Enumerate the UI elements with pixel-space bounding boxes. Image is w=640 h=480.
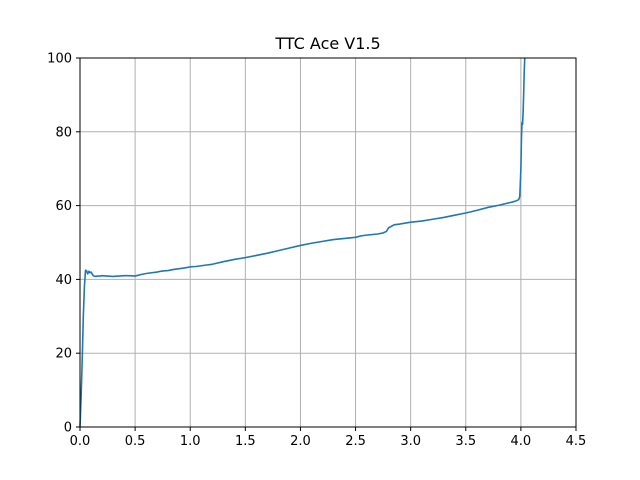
x-tick-label: 0.0 [70, 434, 91, 449]
series-layer [79, 57, 526, 428]
series-line [79, 57, 526, 428]
x-tick-label: 2.0 [290, 434, 311, 449]
x-tick-label: 4.0 [511, 434, 532, 449]
y-tick-label: 40 [55, 273, 72, 288]
y-tick-label: 0 [64, 421, 72, 436]
chart-title: TTC Ace V1.5 [274, 34, 380, 53]
x-tick-label: 3.0 [400, 434, 421, 449]
y-tick-label: 80 [55, 125, 72, 140]
y-tick-label: 20 [55, 347, 72, 362]
x-axis: 0.0 0.5 1.0 1.5 2.0 2.5 3.0 3.5 4.0 4.5 [70, 427, 587, 449]
plot-frame [79, 57, 577, 428]
y-tick-label: 60 [55, 199, 72, 214]
x-tick-label: 2.5 [345, 434, 366, 449]
x-tick-label: 0.5 [125, 434, 146, 449]
y-axis: 0 20 40 60 80 100 [47, 52, 80, 436]
x-tick-label: 1.0 [180, 434, 201, 449]
y-tick-label: 100 [47, 52, 72, 67]
x-tick-label: 1.5 [235, 434, 256, 449]
plot-background [80, 58, 576, 427]
x-tick-label: 3.5 [455, 434, 476, 449]
x-tick-label: 4.5 [566, 434, 587, 449]
